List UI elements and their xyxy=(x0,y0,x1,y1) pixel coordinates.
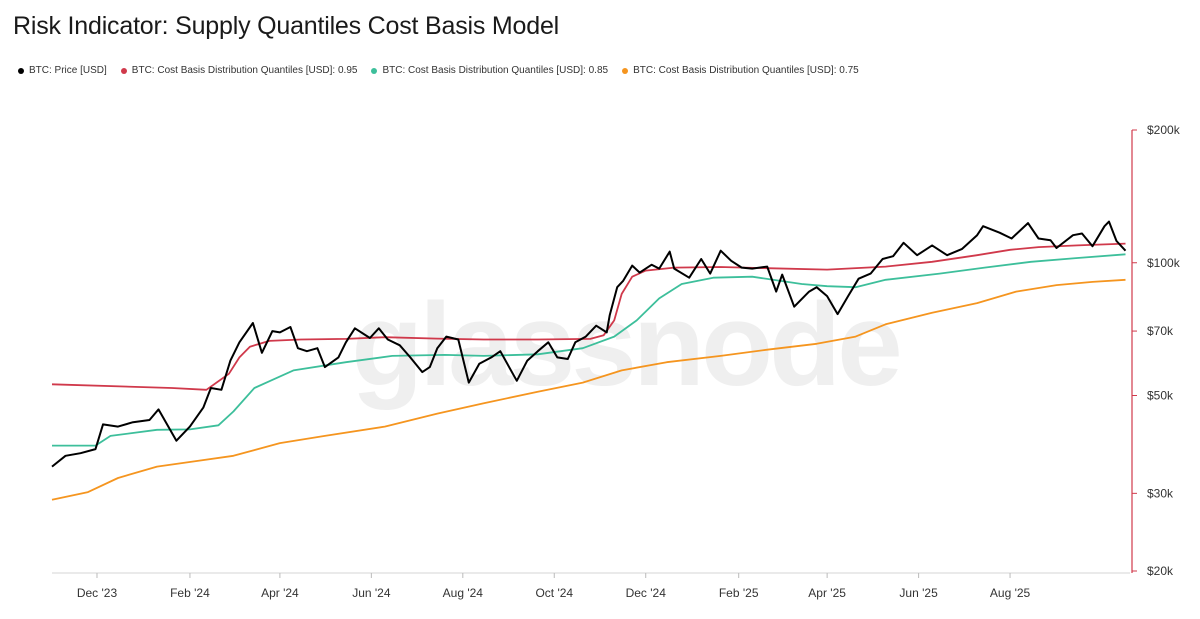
legend-label-q95: BTC: Cost Basis Distribution Quantiles [… xyxy=(131,65,358,76)
watermark-logo: glassnode xyxy=(351,279,899,411)
legend-label-price: BTC: Price [USD] xyxy=(29,65,107,76)
price-line[interactable] xyxy=(51,220,1127,468)
x-tick-label: Feb '24 xyxy=(170,586,210,600)
quantile-75-line[interactable] xyxy=(51,278,1126,501)
x-tick-label: Jun '24 xyxy=(352,586,391,600)
legend-dot-q85 xyxy=(371,67,378,74)
legend-dot-price xyxy=(18,67,24,74)
legend-dot-q75 xyxy=(622,67,629,74)
legend-item-q75[interactable]: BTC: Cost Basis Distribution Quantiles [… xyxy=(622,65,859,76)
chart-title: Risk Indicator: Supply Quantiles Cost Ba… xyxy=(13,12,559,40)
x-tick-label: Dec '23 xyxy=(77,586,118,600)
y-tick-label: $70k xyxy=(1147,324,1174,338)
chart-legend: BTC: Price [USD] BTC: Cost Basis Distrib… xyxy=(18,65,859,76)
x-tick-label: Dec '24 xyxy=(626,586,667,600)
legend-item-price[interactable]: BTC: Price [USD] xyxy=(18,65,107,76)
y-tick-label: $200k xyxy=(1147,123,1181,137)
x-tick-label: Feb '25 xyxy=(719,586,759,600)
series-layer xyxy=(51,220,1127,501)
legend-item-q85[interactable]: BTC: Cost Basis Distribution Quantiles [… xyxy=(371,65,608,76)
legend-item-q95[interactable]: BTC: Cost Basis Distribution Quantiles [… xyxy=(120,65,358,76)
legend-dot-q95 xyxy=(120,67,127,74)
quantile-85-line[interactable] xyxy=(52,253,1126,447)
x-tick-label: Oct '24 xyxy=(535,586,573,600)
y-tick-label: $30k xyxy=(1147,486,1174,500)
x-tick-label: Apr '24 xyxy=(261,586,299,600)
x-tick-label: Jun '25 xyxy=(899,586,938,600)
legend-label-q85: BTC: Cost Basis Distribution Quantiles [… xyxy=(382,65,609,76)
legend-label-q75: BTC: Cost Basis Distribution Quantiles [… xyxy=(633,65,859,76)
y-tick-label: $50k xyxy=(1147,389,1174,403)
y-tick-label: $100k xyxy=(1147,256,1181,270)
quantile-95-line[interactable] xyxy=(51,242,1126,391)
y-tick-label: $20k xyxy=(1147,564,1174,578)
x-axis-ticks: Dec '23 Feb '24 Apr '24 Jun '24 Aug '24 Oct '… xyxy=(77,573,1031,600)
x-tick-label: Aug '24 xyxy=(443,586,484,600)
x-tick-label: Aug '25 xyxy=(990,586,1031,600)
y-axis-ticks: $200k $100k $70k $50k $30k $20k xyxy=(1132,123,1181,578)
x-tick-label: Apr '25 xyxy=(808,586,846,600)
